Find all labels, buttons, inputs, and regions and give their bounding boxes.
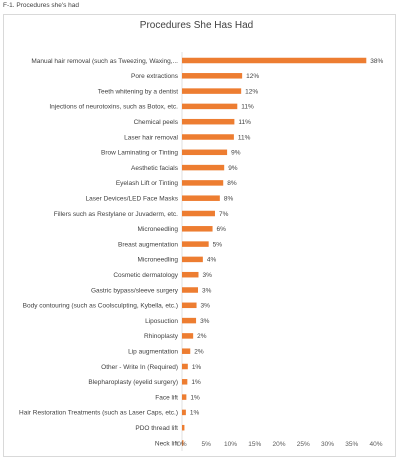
bar xyxy=(182,440,184,446)
category-label: Pore extractions xyxy=(131,73,179,80)
data-label: 38% xyxy=(370,58,383,65)
bar xyxy=(182,271,199,278)
bar xyxy=(182,57,367,64)
category-label: Chemical peels xyxy=(134,119,179,126)
bar xyxy=(182,302,197,309)
data-label: 11% xyxy=(241,104,254,111)
bar xyxy=(182,103,238,110)
bar xyxy=(182,226,213,232)
bar xyxy=(182,134,234,140)
data-label: 4% xyxy=(207,257,217,264)
data-label: 1% xyxy=(192,364,202,371)
data-label: 12% xyxy=(245,88,258,95)
category-label: Injections of neurotoxins, such as Botox… xyxy=(49,104,178,111)
bar xyxy=(182,88,242,94)
bar xyxy=(182,164,225,171)
data-label: 9% xyxy=(228,165,238,172)
bar xyxy=(182,348,191,354)
data-label: 8% xyxy=(224,196,234,203)
bar xyxy=(182,363,188,370)
data-label: 3% xyxy=(200,318,210,325)
data-label: 12% xyxy=(246,73,259,80)
category-label: Microneedling xyxy=(138,257,179,264)
x-tick-label: 20% xyxy=(272,441,285,448)
data-label: 11% xyxy=(238,134,251,141)
bar xyxy=(182,210,215,217)
data-label: 11% xyxy=(238,119,251,126)
category-label: Manual hair removal (such as Tweezing, W… xyxy=(31,58,178,65)
chart-title: Procedures She Has Had xyxy=(139,20,254,31)
bar xyxy=(182,424,185,431)
category-label: Body contouring (such as Coolsculpting, … xyxy=(23,303,178,310)
category-label: Face lift xyxy=(155,394,178,401)
bar xyxy=(182,317,197,324)
category-label: Laser Devices/LED Face Masks xyxy=(86,196,179,203)
bar xyxy=(182,256,203,263)
x-tick-label: 10% xyxy=(224,441,237,448)
category-label: Cosmetic dermatology xyxy=(113,272,178,279)
category-label: Fillers such as Restylane or Juvaderm, e… xyxy=(54,211,178,218)
data-label: 5% xyxy=(213,241,223,248)
category-label: PDO thread lift xyxy=(135,425,178,432)
category-label: Teeth whitening by a dentist xyxy=(98,88,178,95)
bar xyxy=(182,333,194,339)
data-label: 2% xyxy=(197,333,207,340)
category-label: Laser hair removal xyxy=(124,134,178,141)
data-label: 1% xyxy=(191,379,201,386)
chart-frame xyxy=(3,14,396,457)
category-label: Aesthetic facials xyxy=(131,165,179,172)
category-label: Rhinoplasty xyxy=(144,333,179,340)
data-label: 1% xyxy=(190,394,200,401)
category-label: Microneedling xyxy=(138,226,179,233)
bar xyxy=(182,287,199,293)
data-label: 2% xyxy=(194,349,204,356)
category-label: Blepharoplasty (eyelid surgery) xyxy=(88,379,178,386)
bar xyxy=(182,118,235,125)
x-tick-label: 40% xyxy=(369,441,382,448)
figure-caption: F-1. Procedures she's had xyxy=(3,2,80,9)
bar xyxy=(182,195,220,201)
category-label: Breast augmentation xyxy=(118,241,178,248)
data-label: 9% xyxy=(231,150,241,157)
data-label: 7% xyxy=(219,211,229,218)
bar xyxy=(182,394,187,400)
bar xyxy=(182,241,209,247)
x-tick-label: 0% xyxy=(177,441,187,448)
x-tick-label: 5% xyxy=(202,441,212,448)
x-tick-label: 25% xyxy=(297,441,310,448)
data-label: 3% xyxy=(202,272,212,279)
bar xyxy=(182,149,228,156)
category-label: Brow Laminating or Tinting xyxy=(101,150,178,157)
data-label: 8% xyxy=(227,180,237,187)
bar xyxy=(182,379,188,385)
bar xyxy=(182,73,243,79)
x-tick-label: 30% xyxy=(321,441,334,448)
data-label: 1% xyxy=(190,410,200,417)
bar xyxy=(182,180,224,186)
category-label: Liposuction xyxy=(145,318,178,325)
data-label: 6% xyxy=(217,226,227,233)
category-label: Other - Write In (Required) xyxy=(101,364,178,371)
x-tick-label: 15% xyxy=(248,441,261,448)
category-label: Gastric bypass/sleeve surgery xyxy=(91,287,179,294)
category-label: Hair Restoration Treatments (such as Las… xyxy=(19,410,178,417)
category-label: Neck lift xyxy=(155,440,178,447)
category-label: Eyelash Lift or Tinting xyxy=(116,180,179,187)
data-label: 3% xyxy=(201,303,211,310)
data-label: 3% xyxy=(202,287,212,294)
bar xyxy=(182,409,186,416)
x-tick-label: 35% xyxy=(345,441,358,448)
category-label: Lip augmentation xyxy=(128,349,178,356)
